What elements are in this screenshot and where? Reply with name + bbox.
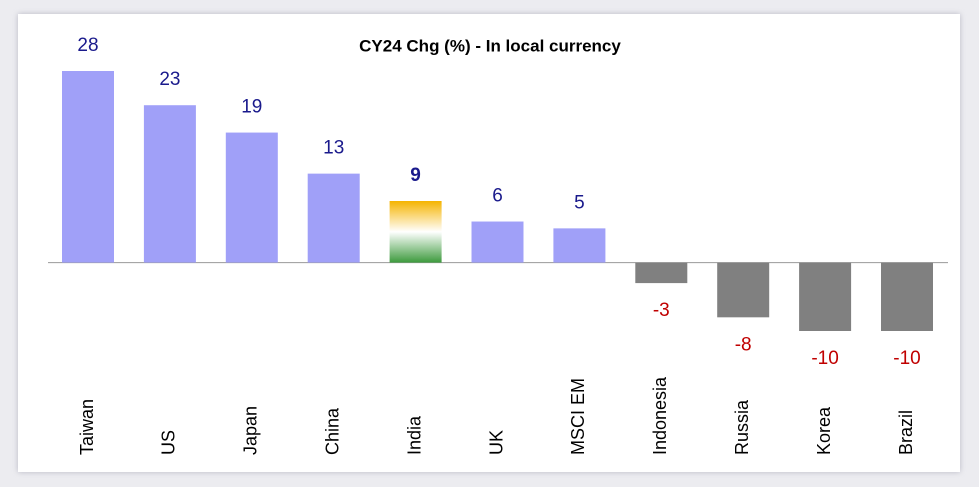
data-label: 5 [574,192,585,213]
bar [225,132,278,263]
bar [143,105,196,263]
data-label: 6 [492,186,503,207]
bar [62,71,114,263]
x-tick-label: Brazil [896,410,916,455]
data-label: 28 [77,35,98,56]
bar [389,201,442,263]
x-tick-label: UK [486,430,506,455]
data-label: -8 [735,334,752,355]
data-label: 9 [410,165,421,186]
data-label: -10 [893,348,920,369]
bar [471,221,524,263]
data-label: -3 [653,300,670,321]
x-tick-label: Indonesia [650,376,670,455]
bar [635,262,688,284]
data-label: -10 [811,348,838,369]
data-label: 23 [159,69,180,90]
x-tick-label: Taiwan [77,399,97,455]
x-tick-label: US [159,430,179,455]
bar [307,173,360,263]
x-tick-label: Russia [732,399,752,455]
bar [553,228,606,263]
x-tick-label: India [404,415,424,455]
data-label: 19 [241,97,262,118]
x-tick-label: Japan [241,406,261,455]
bar [881,262,933,331]
x-tick-label: China [322,407,342,455]
x-tick-label: Korea [814,406,834,455]
data-label: 13 [323,138,344,159]
bar [717,262,770,318]
chart-title: CY24 Chg (%) - In local currency [359,36,621,55]
bar [799,262,852,331]
x-tick-label: MSCI EM [568,378,588,455]
